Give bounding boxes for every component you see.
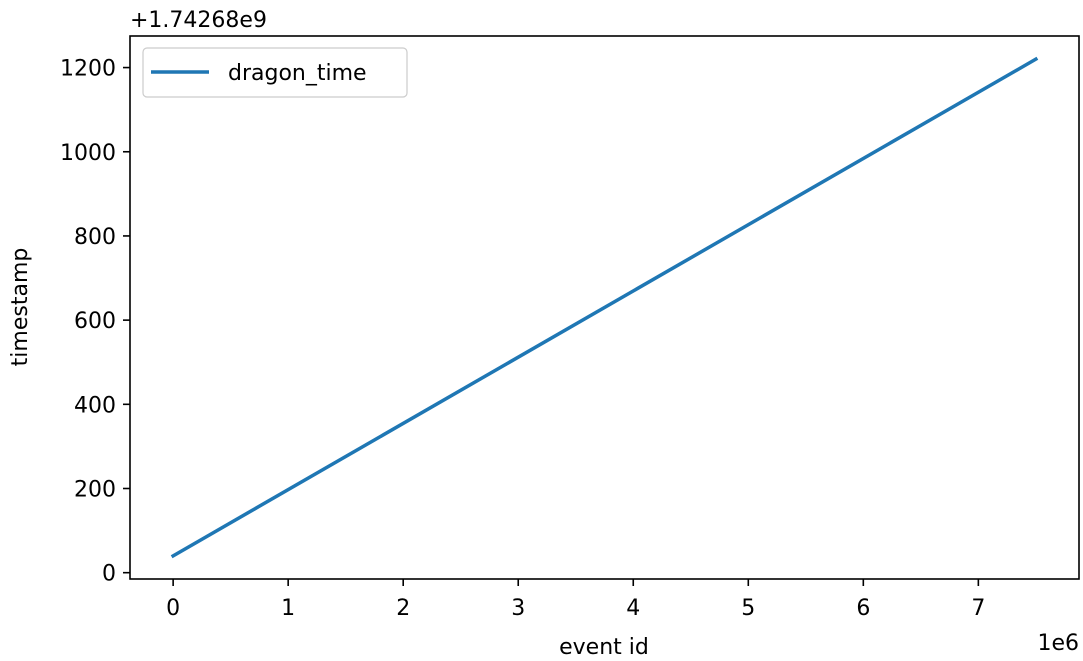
x-axis-label: event id xyxy=(559,635,649,660)
x-tick-label: 0 xyxy=(166,596,180,621)
y-tick-label: 0 xyxy=(102,562,116,587)
series-line-dragon_time xyxy=(170,56,1039,559)
y-tick-label: 1000 xyxy=(60,141,116,166)
y-tick-label: 800 xyxy=(74,225,116,250)
legend-box xyxy=(142,47,408,98)
series-layer xyxy=(170,56,1039,559)
y-axis-ticks: 0 200 400 600 800 1000 1200 xyxy=(60,57,130,587)
y-tick-label: 600 xyxy=(74,309,116,334)
x-tick-label: 7 xyxy=(971,596,985,621)
x-tick-label: 1 xyxy=(281,596,295,621)
axes-frame xyxy=(129,35,1080,580)
x-tick-label: 3 xyxy=(511,596,525,621)
x-tick-label: 6 xyxy=(856,596,870,621)
y-tick-label: 1200 xyxy=(60,57,116,82)
x-tick-label: 4 xyxy=(626,596,640,621)
x-axis-ticks: 0 1 2 3 4 5 6 7 xyxy=(166,579,985,621)
legend-label: dragon_time xyxy=(228,61,367,86)
x-tick-label: 2 xyxy=(396,596,410,621)
y-offset-label: +1.74268e9 xyxy=(130,8,267,33)
x-tick-label: 5 xyxy=(741,596,755,621)
y-tick-label: 200 xyxy=(74,478,116,503)
x-offset-label: 1e6 xyxy=(1037,631,1079,656)
y-tick-label: 400 xyxy=(74,393,116,418)
y-axis-label: timestamp xyxy=(8,248,33,367)
legend: dragon_time xyxy=(142,47,408,98)
